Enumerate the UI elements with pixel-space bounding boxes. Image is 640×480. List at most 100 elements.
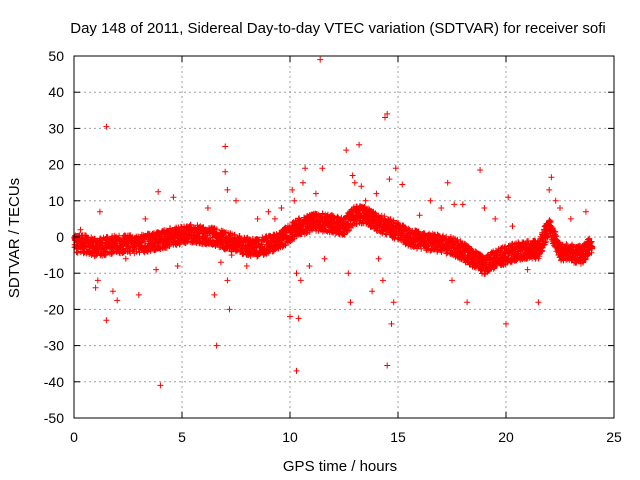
data-point xyxy=(77,226,84,233)
data-point xyxy=(481,205,488,211)
y-tick-label: 50 xyxy=(48,48,64,64)
data-point xyxy=(233,197,239,204)
data-point xyxy=(548,174,555,181)
data-point xyxy=(369,288,376,295)
data-point xyxy=(535,299,542,306)
data-point xyxy=(388,320,395,327)
data-point xyxy=(291,235,298,242)
data-point xyxy=(319,165,326,172)
data-point xyxy=(373,190,380,197)
data-point xyxy=(217,259,224,266)
data-point xyxy=(557,205,563,211)
data-point xyxy=(293,367,300,374)
data-point xyxy=(312,190,319,197)
data-point xyxy=(254,215,261,222)
data-point xyxy=(345,270,352,277)
data-point xyxy=(524,266,531,273)
y-tick-label: 0 xyxy=(56,229,64,245)
data-point xyxy=(135,291,142,298)
data-point xyxy=(416,212,423,219)
data-point xyxy=(243,263,250,269)
data-point xyxy=(399,181,406,188)
data-point xyxy=(477,167,484,173)
y-tick-label: -50 xyxy=(44,410,64,426)
data-point xyxy=(226,306,233,313)
data-point xyxy=(103,317,110,324)
data-point xyxy=(153,266,160,273)
data-point xyxy=(265,208,272,215)
data-point xyxy=(317,56,324,63)
data-point xyxy=(278,205,285,211)
data-point xyxy=(302,165,309,172)
data-point xyxy=(222,143,229,150)
data-point xyxy=(505,194,512,201)
data-point xyxy=(358,183,365,190)
data-point xyxy=(451,201,458,208)
data-point xyxy=(300,179,306,186)
data-point xyxy=(351,179,358,186)
data-point xyxy=(349,172,356,179)
data-point xyxy=(114,297,121,304)
data-point xyxy=(347,299,354,306)
data-point xyxy=(319,210,326,217)
data-point xyxy=(438,205,445,211)
y-tick-label: -10 xyxy=(44,265,64,281)
x-tick-label: 0 xyxy=(70,429,78,445)
data-point xyxy=(295,315,302,322)
data-point xyxy=(509,223,516,230)
data-point xyxy=(386,176,393,183)
y-tick-label: -30 xyxy=(44,338,64,354)
data-point xyxy=(546,186,553,193)
y-tick-label: 40 xyxy=(48,84,64,100)
data-point xyxy=(213,226,220,233)
data-point xyxy=(213,342,220,349)
data-point xyxy=(282,242,289,249)
data-point xyxy=(297,277,304,284)
data-point xyxy=(157,382,164,389)
data-point xyxy=(362,197,369,204)
data-point xyxy=(287,313,293,320)
data-point xyxy=(384,362,391,369)
data-point xyxy=(303,230,310,237)
data-point xyxy=(459,201,466,208)
data-point xyxy=(228,252,235,259)
data-point xyxy=(492,215,499,222)
data-point xyxy=(224,186,231,193)
data-point xyxy=(96,208,103,215)
data-point xyxy=(390,299,397,306)
y-tick-label: 20 xyxy=(48,157,64,173)
data-point xyxy=(552,197,559,204)
data-point xyxy=(92,284,99,291)
data-point xyxy=(177,240,183,247)
data-point xyxy=(142,215,149,222)
data-point xyxy=(427,197,434,204)
data-point xyxy=(291,197,298,204)
data-point xyxy=(464,299,471,306)
data-point xyxy=(170,194,177,201)
chart-title: Day 148 of 2011, Sidereal Day-to-day VTE… xyxy=(70,20,606,37)
data-point xyxy=(293,270,300,277)
data-point xyxy=(449,277,455,284)
data-points xyxy=(71,56,596,389)
data-point xyxy=(211,291,218,298)
data-point xyxy=(271,215,278,222)
data-point xyxy=(232,248,239,255)
data-point xyxy=(306,263,313,269)
data-point xyxy=(94,277,101,284)
data-point xyxy=(567,215,574,222)
data-point xyxy=(224,277,231,284)
y-tick-label: 30 xyxy=(48,120,64,136)
y-tick-label: -40 xyxy=(44,374,64,390)
x-tick-label: 20 xyxy=(498,429,514,445)
data-point xyxy=(204,205,211,211)
data-point xyxy=(379,277,386,284)
data-point xyxy=(222,168,229,175)
x-tick-label: 15 xyxy=(390,429,406,445)
data-point xyxy=(174,263,181,269)
data-point xyxy=(582,208,589,215)
x-axis-title: GPS time / hours xyxy=(283,458,397,475)
y-tick-label: -20 xyxy=(44,301,64,317)
data-point xyxy=(334,213,341,220)
x-tick-label: 25 xyxy=(606,429,622,445)
